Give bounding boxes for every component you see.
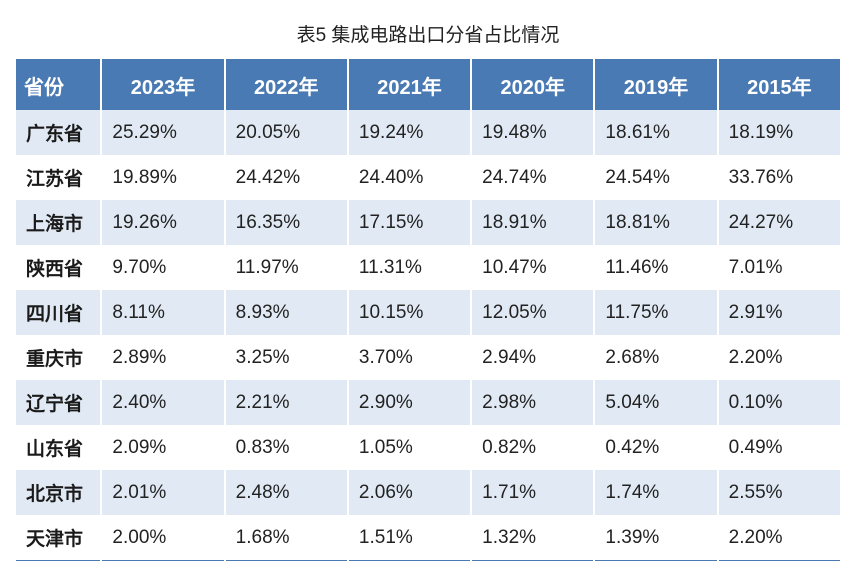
value-cell: 20.05% — [225, 110, 348, 155]
value-cell: 2.48% — [225, 470, 348, 515]
col-2021: 2021年 — [348, 60, 471, 110]
value-cell: 1.05% — [348, 425, 471, 470]
value-cell: 24.42% — [225, 155, 348, 200]
table-title: 表5 集成电路出口分省占比情况 — [16, 20, 840, 47]
value-cell: 11.97% — [225, 245, 348, 290]
value-cell: 19.48% — [471, 110, 594, 155]
value-cell: 2.90% — [348, 380, 471, 425]
value-cell: 5.04% — [594, 380, 717, 425]
value-cell: 18.19% — [718, 110, 840, 155]
export-share-table: 省份 2023年 2022年 2021年 2020年 2019年 2015年 广… — [16, 59, 840, 561]
value-cell: 18.61% — [594, 110, 717, 155]
value-cell: 11.31% — [348, 245, 471, 290]
table-row: 上海市19.26%16.35%17.15%18.91%18.81%24.27% — [16, 200, 840, 245]
value-cell: 2.01% — [101, 470, 224, 515]
value-cell: 3.70% — [348, 335, 471, 380]
value-cell: 18.91% — [471, 200, 594, 245]
value-cell: 25.29% — [101, 110, 224, 155]
col-2015: 2015年 — [718, 60, 840, 110]
table-row: 天津市2.00%1.68%1.51%1.32%1.39%2.20% — [16, 515, 840, 561]
province-cell: 上海市 — [16, 200, 101, 245]
value-cell: 2.09% — [101, 425, 224, 470]
col-2020: 2020年 — [471, 60, 594, 110]
value-cell: 11.75% — [594, 290, 717, 335]
value-cell: 0.82% — [471, 425, 594, 470]
col-2019: 2019年 — [594, 60, 717, 110]
value-cell: 9.70% — [101, 245, 224, 290]
table-body: 广东省25.29%20.05%19.24%19.48%18.61%18.19%江… — [16, 110, 840, 561]
col-2023: 2023年 — [101, 60, 224, 110]
table-row: 广东省25.29%20.05%19.24%19.48%18.61%18.19% — [16, 110, 840, 155]
value-cell: 24.74% — [471, 155, 594, 200]
value-cell: 2.00% — [101, 515, 224, 561]
value-cell: 2.55% — [718, 470, 840, 515]
table-row: 重庆市2.89%3.25%3.70%2.94%2.68%2.20% — [16, 335, 840, 380]
col-province: 省份 — [16, 60, 101, 110]
value-cell: 8.93% — [225, 290, 348, 335]
value-cell: 1.39% — [594, 515, 717, 561]
value-cell: 2.94% — [471, 335, 594, 380]
value-cell: 0.42% — [594, 425, 717, 470]
province-cell: 广东省 — [16, 110, 101, 155]
province-cell: 山东省 — [16, 425, 101, 470]
table-header-row: 省份 2023年 2022年 2021年 2020年 2019年 2015年 — [16, 60, 840, 110]
value-cell: 1.71% — [471, 470, 594, 515]
value-cell: 18.81% — [594, 200, 717, 245]
value-cell: 19.89% — [101, 155, 224, 200]
value-cell: 2.91% — [718, 290, 840, 335]
table-row: 江苏省19.89%24.42%24.40%24.74%24.54%33.76% — [16, 155, 840, 200]
province-cell: 辽宁省 — [16, 380, 101, 425]
value-cell: 1.32% — [471, 515, 594, 561]
value-cell: 0.83% — [225, 425, 348, 470]
value-cell: 2.89% — [101, 335, 224, 380]
province-cell: 天津市 — [16, 515, 101, 561]
value-cell: 2.40% — [101, 380, 224, 425]
value-cell: 1.74% — [594, 470, 717, 515]
value-cell: 11.46% — [594, 245, 717, 290]
value-cell: 10.15% — [348, 290, 471, 335]
value-cell: 1.68% — [225, 515, 348, 561]
value-cell: 19.24% — [348, 110, 471, 155]
value-cell: 2.20% — [718, 335, 840, 380]
value-cell: 24.54% — [594, 155, 717, 200]
value-cell: 24.40% — [348, 155, 471, 200]
province-cell: 重庆市 — [16, 335, 101, 380]
value-cell: 7.01% — [718, 245, 840, 290]
value-cell: 2.21% — [225, 380, 348, 425]
value-cell: 0.10% — [718, 380, 840, 425]
table-row: 北京市2.01%2.48%2.06%1.71%1.74%2.55% — [16, 470, 840, 515]
value-cell: 0.49% — [718, 425, 840, 470]
col-2022: 2022年 — [225, 60, 348, 110]
value-cell: 2.06% — [348, 470, 471, 515]
value-cell: 10.47% — [471, 245, 594, 290]
table-row: 陕西省9.70%11.97%11.31%10.47%11.46%7.01% — [16, 245, 840, 290]
table-row: 四川省8.11%8.93%10.15%12.05%11.75%2.91% — [16, 290, 840, 335]
value-cell: 17.15% — [348, 200, 471, 245]
value-cell: 19.26% — [101, 200, 224, 245]
value-cell: 2.98% — [471, 380, 594, 425]
value-cell: 33.76% — [718, 155, 840, 200]
province-cell: 北京市 — [16, 470, 101, 515]
value-cell: 8.11% — [101, 290, 224, 335]
province-cell: 陕西省 — [16, 245, 101, 290]
value-cell: 12.05% — [471, 290, 594, 335]
value-cell: 1.51% — [348, 515, 471, 561]
province-cell: 江苏省 — [16, 155, 101, 200]
value-cell: 24.27% — [718, 200, 840, 245]
table-row: 辽宁省2.40%2.21%2.90%2.98%5.04%0.10% — [16, 380, 840, 425]
table-row: 山东省2.09%0.83%1.05%0.82%0.42%0.49% — [16, 425, 840, 470]
province-cell: 四川省 — [16, 290, 101, 335]
value-cell: 2.20% — [718, 515, 840, 561]
value-cell: 16.35% — [225, 200, 348, 245]
value-cell: 2.68% — [594, 335, 717, 380]
value-cell: 3.25% — [225, 335, 348, 380]
